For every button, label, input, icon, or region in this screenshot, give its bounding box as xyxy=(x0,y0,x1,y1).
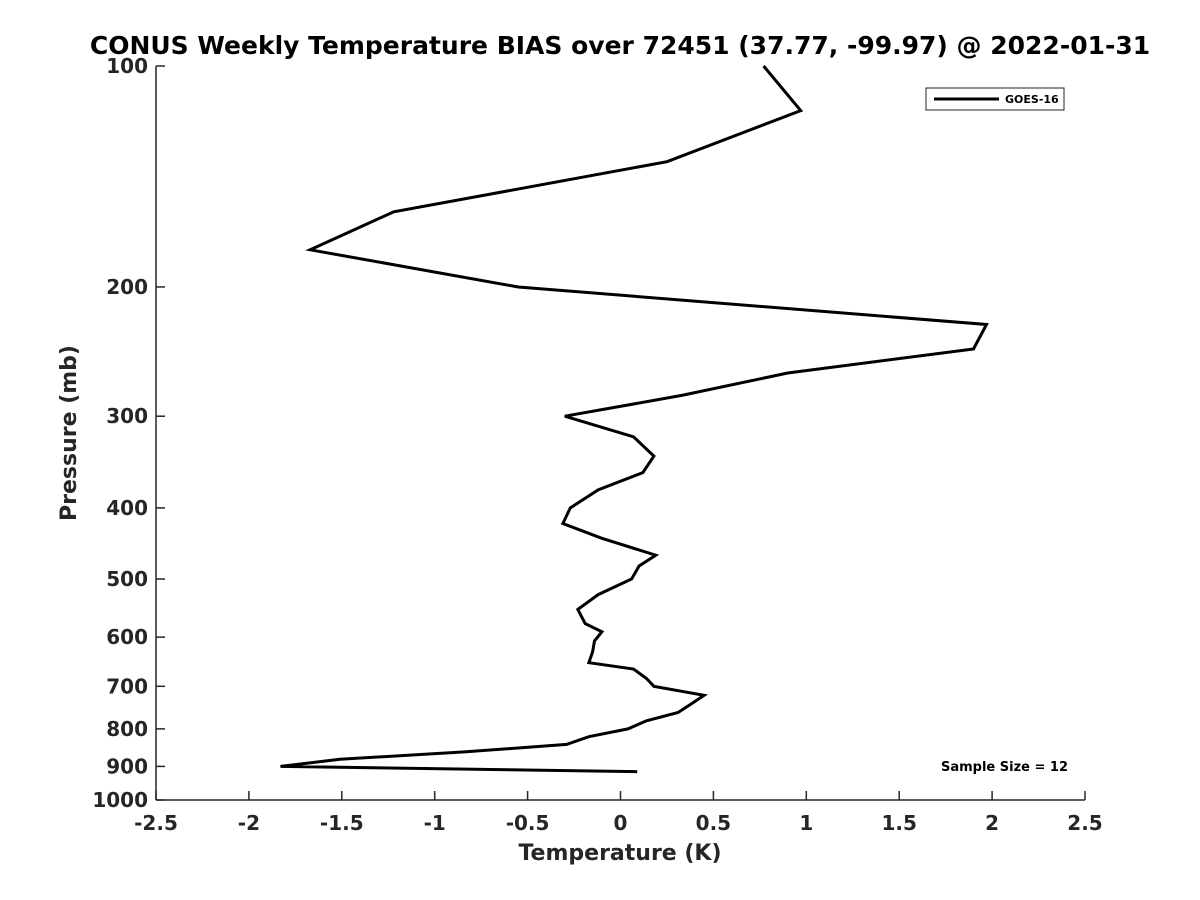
x-ticks: -2.5 -2 -1.5 -1 -0.5 0 0.5 1 1.5 2 2.5 xyxy=(134,791,1103,835)
x-tick-label: -0.5 xyxy=(506,811,550,835)
sample-size-annotation: Sample Size = 12 xyxy=(941,760,1068,775)
y-tick-label: 100 xyxy=(106,54,148,78)
y-tick-label: 400 xyxy=(106,496,148,520)
x-tick-label: 2.5 xyxy=(1067,811,1102,835)
x-axis-label: Temperature (K) xyxy=(518,841,721,866)
x-tick-label: 0.5 xyxy=(696,811,731,835)
y-tick-label: 700 xyxy=(106,674,148,698)
series-group xyxy=(280,65,989,774)
legend: GOES-16 xyxy=(925,87,1065,111)
y-tick-label: 200 xyxy=(106,275,148,299)
y-tick-label: 600 xyxy=(106,625,148,649)
y-tick-label: 1000 xyxy=(92,788,148,812)
x-tick-label: 2 xyxy=(985,811,999,835)
chart-title: CONUS Weekly Temperature BIAS over 72451… xyxy=(90,31,1150,60)
legend-label-goes-16: GOES-16 xyxy=(1005,93,1059,106)
x-tick-label: -2.5 xyxy=(134,811,178,835)
x-tick-label: -1.5 xyxy=(320,811,364,835)
y-tick-label: 500 xyxy=(106,567,148,591)
y-axis-label: Pressure (mb) xyxy=(57,345,82,521)
y-tick-label: 900 xyxy=(106,754,148,778)
x-tick-label: 0 xyxy=(614,811,628,835)
x-tick-label: -1 xyxy=(424,811,446,835)
y-ticks: 100 200 300 400 500 600 700 800 900 1000 xyxy=(92,54,165,812)
y-tick-label: 300 xyxy=(106,404,148,428)
series-line-goes-16 xyxy=(280,65,989,774)
y-tick-label: 800 xyxy=(106,717,148,741)
x-tick-label: -2 xyxy=(238,811,260,835)
x-tick-label: 1.5 xyxy=(881,811,916,835)
x-tick-label: 1 xyxy=(799,811,813,835)
